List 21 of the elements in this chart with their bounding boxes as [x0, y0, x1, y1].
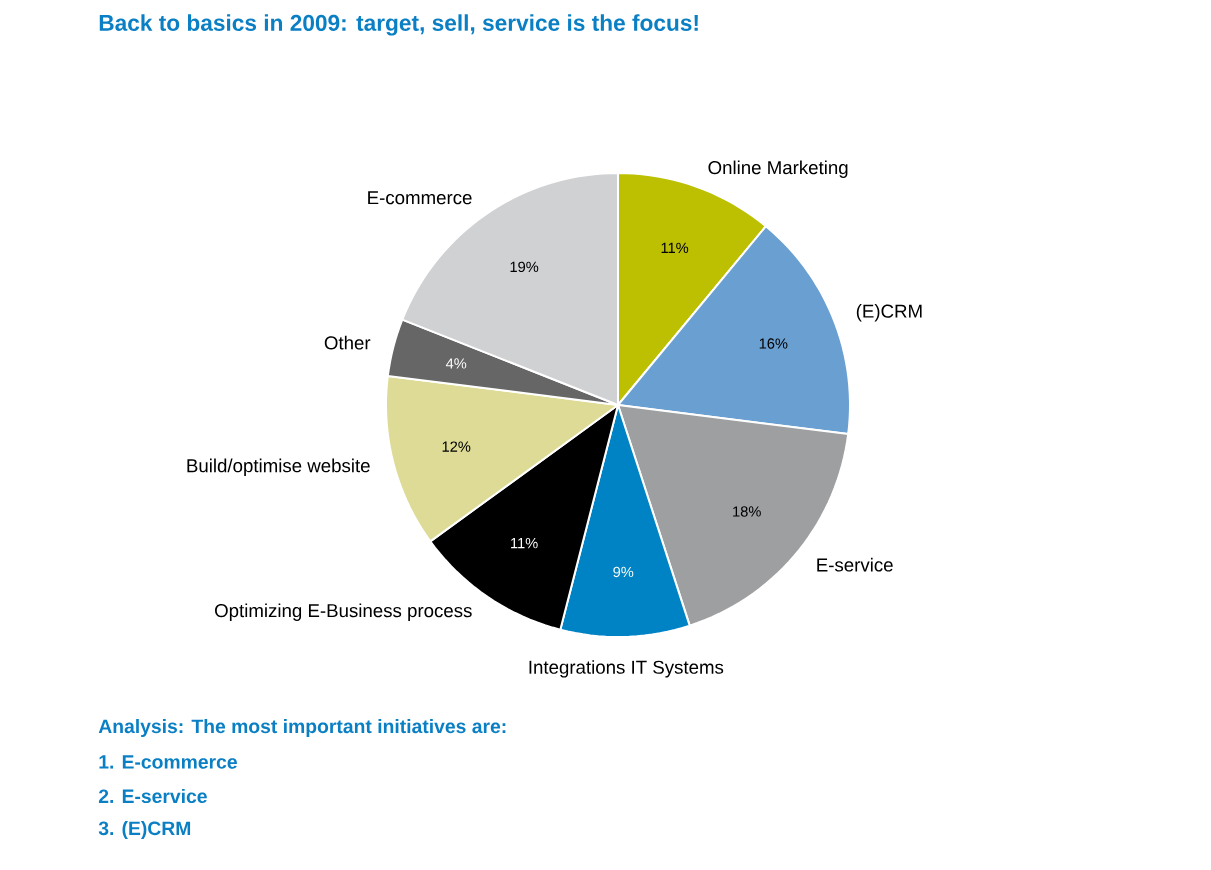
- slice-label: Build/optimise website: [187, 458, 370, 477]
- data-label: 4%: [445, 358, 467, 369]
- slice-label: Other: [324, 335, 371, 350]
- data-label: 16%: [759, 338, 788, 349]
- data-label: 18%: [733, 506, 761, 517]
- text: 1. E-commerce: [99, 755, 237, 769]
- data-label: 11%: [661, 242, 689, 253]
- text: 2. E-service: [98, 788, 207, 804]
- slice-label: Optimizing E-Business process: [215, 603, 472, 621]
- text: Analysis: The most important initiatives are:: [98, 718, 506, 738]
- data-label: 12%: [442, 441, 471, 452]
- slice-label: Integrations IT Systems: [529, 660, 724, 678]
- slice-label: (E)CRM: [856, 304, 922, 322]
- text: 3. (E)CRM: [98, 820, 191, 840]
- data-label: 19%: [510, 261, 539, 273]
- data-label: 11%: [511, 538, 538, 549]
- chart-title: Back to basics in 2009: target, sell, service is the focus!: [99, 14, 698, 36]
- slice-label: E-service: [817, 557, 893, 572]
- slice-label: E-commerce: [368, 191, 472, 205]
- data-label: 9%: [613, 566, 634, 578]
- slice-label: Online Marketing: [708, 160, 848, 178]
